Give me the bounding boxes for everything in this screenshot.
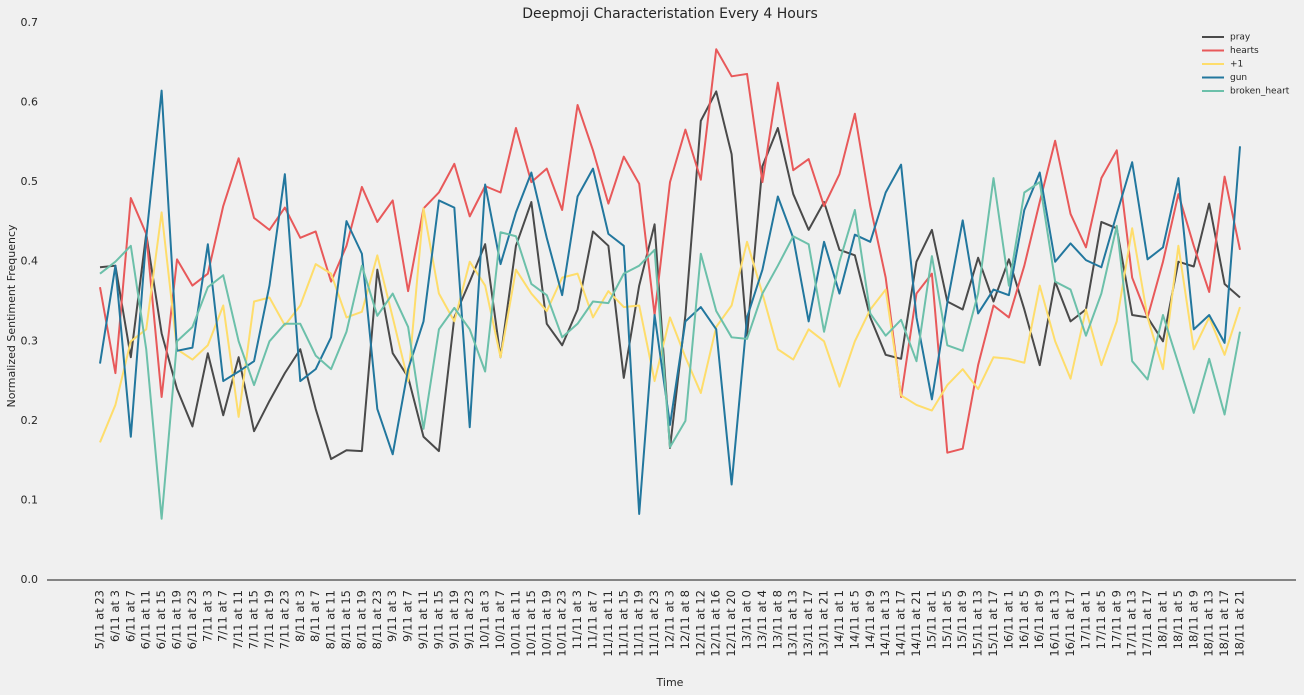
x-tick-label: 14/11 at 1 [832,590,846,649]
y-tick-label: 0.5 [21,175,39,188]
x-tick-label: 14/11 at 21 [909,590,923,657]
y-tick-label: 0.7 [21,16,39,29]
x-tick-label: 11/11 at 7 [585,590,599,649]
x-tick-label: 6/11 at 11 [139,590,153,649]
x-axis-label: Time [656,676,684,689]
x-tick-label: 11/11 at 11 [601,590,615,657]
x-tick-label: 16/11 at 13 [1048,590,1062,657]
x-tick-label: 13/11 at 0 [740,590,754,649]
x-tick-label: 9/11 at 3 [385,590,399,642]
x-tick-label: 18/11 at 13 [1202,590,1216,657]
legend-label: +1 [1230,60,1243,70]
x-tick-label: 6/11 at 23 [185,590,199,649]
x-tick-label: 16/11 at 5 [1017,590,1031,649]
series-line [99,48,1241,454]
x-tick-label: 17/11 at 17 [1140,590,1154,657]
x-tick-label: 18/11 at 9 [1186,590,1200,649]
x-tick-label: 12/11 at 8 [678,590,692,649]
x-tick-label: 14/11 at 5 [847,590,861,649]
x-tick-label: 6/11 at 3 [108,590,122,642]
x-tick-label: 7/11 at 19 [262,590,276,649]
x-tick-label: 11/11 at 3 [570,590,584,649]
series-line [99,89,1241,515]
x-tick-label: 12/11 at 3 [663,590,677,649]
x-tick-label: 14/11 at 17 [894,590,908,657]
x-tick-label: 8/11 at 23 [370,590,384,649]
x-tick-label: 15/11 at 9 [955,590,969,649]
x-tick-label: 9/11 at 23 [462,590,476,649]
x-tick-label: 7/11 at 23 [277,590,291,649]
x-tick-label: 16/11 at 9 [1032,590,1046,649]
x-tick-label: 15/11 at 1 [924,590,938,649]
x-tick-label: 15/11 at 17 [986,590,1000,657]
x-tick-label: 10/11 at 15 [524,590,538,657]
x-tick-label: 10/11 at 7 [493,590,507,649]
x-tick-label: 7/11 at 3 [200,590,214,642]
x-tick-label: 17/11 at 1 [1078,590,1092,649]
y-tick-label: 0.2 [21,414,39,427]
x-tick-label: 9/11 at 19 [447,590,461,649]
x-tick-label: 8/11 at 7 [308,590,322,642]
x-tick-label: 11/11 at 19 [632,590,646,657]
x-tick-label: 7/11 at 11 [231,590,245,649]
x-tick-label: 8/11 at 11 [324,590,338,649]
x-tick-label: 7/11 at 7 [216,590,230,642]
x-tick-label: 14/11 at 9 [863,590,877,649]
x-tick-label: 15/11 at 5 [940,590,954,649]
x-tick-label: 18/11 at 1 [1155,590,1169,649]
x-tick-label: 10/11 at 23 [555,590,569,657]
legend-label: broken_heart [1230,87,1290,97]
y-tick-label: 0.0 [21,573,39,586]
x-tick-label: 13/11 at 21 [817,590,831,657]
x-tick-label: 18/11 at 17 [1217,590,1231,657]
x-tick-label: 16/11 at 1 [1001,590,1015,649]
x-tick-label: 15/11 at 13 [971,590,985,657]
x-tick-label: 8/11 at 19 [354,590,368,649]
legend-label: pray [1230,33,1251,43]
x-tick-label: 8/11 at 15 [339,590,353,649]
y-tick-label: 0.4 [21,255,39,268]
x-tick-label: 13/11 at 4 [755,590,769,649]
x-tick-label: 14/11 at 13 [878,590,892,657]
x-tick-label: 11/11 at 23 [647,590,661,657]
x-tick-label: 6/11 at 15 [154,590,168,649]
legend-label: gun [1230,73,1247,83]
x-tick-label: 17/11 at 9 [1109,590,1123,649]
y-tick-label: 0.3 [21,334,39,347]
x-tick-label: 17/11 at 13 [1125,590,1139,657]
x-tick-label: 5/11 at 23 [93,590,107,649]
x-tick-label: 12/11 at 20 [724,590,738,657]
legend-label: hearts [1230,46,1259,56]
x-tick-label: 6/11 at 7 [123,590,137,642]
chart-title: Deepmoji Characteristation Every 4 Hours [522,6,818,22]
x-tick-label: 13/11 at 8 [770,590,784,649]
x-tick-label: 12/11 at 12 [693,590,707,657]
x-tick-label: 13/11 at 13 [786,590,800,657]
x-tick-label: 8/11 at 3 [293,590,307,642]
y-tick-label: 0.1 [21,493,39,506]
x-tick-label: 17/11 at 5 [1094,590,1108,649]
x-tick-label: 7/11 at 15 [247,590,261,649]
x-tick-label: 11/11 at 15 [616,590,630,657]
x-tick-label: 12/11 at 16 [709,590,723,657]
x-tick-label: 18/11 at 5 [1171,590,1185,649]
x-tick-label: 10/11 at 19 [539,590,553,657]
x-tick-label: 6/11 at 19 [170,590,184,649]
y-tick-label: 0.6 [21,96,39,109]
series-line [99,207,1241,443]
x-tick-label: 9/11 at 15 [431,590,445,649]
x-tick-label: 10/11 at 3 [478,590,492,649]
series-line [99,177,1241,520]
x-tick-label: 13/11 at 17 [801,590,815,657]
x-tick-label: 9/11 at 11 [416,590,430,649]
x-tick-label: 9/11 at 7 [401,590,415,642]
y-axis-label: Normalized Sentiment Frequency [5,224,18,408]
x-tick-label: 10/11 at 11 [508,590,522,657]
x-tick-label: 16/11 at 17 [1063,590,1077,657]
x-tick-label: 18/11 at 21 [1233,590,1247,657]
